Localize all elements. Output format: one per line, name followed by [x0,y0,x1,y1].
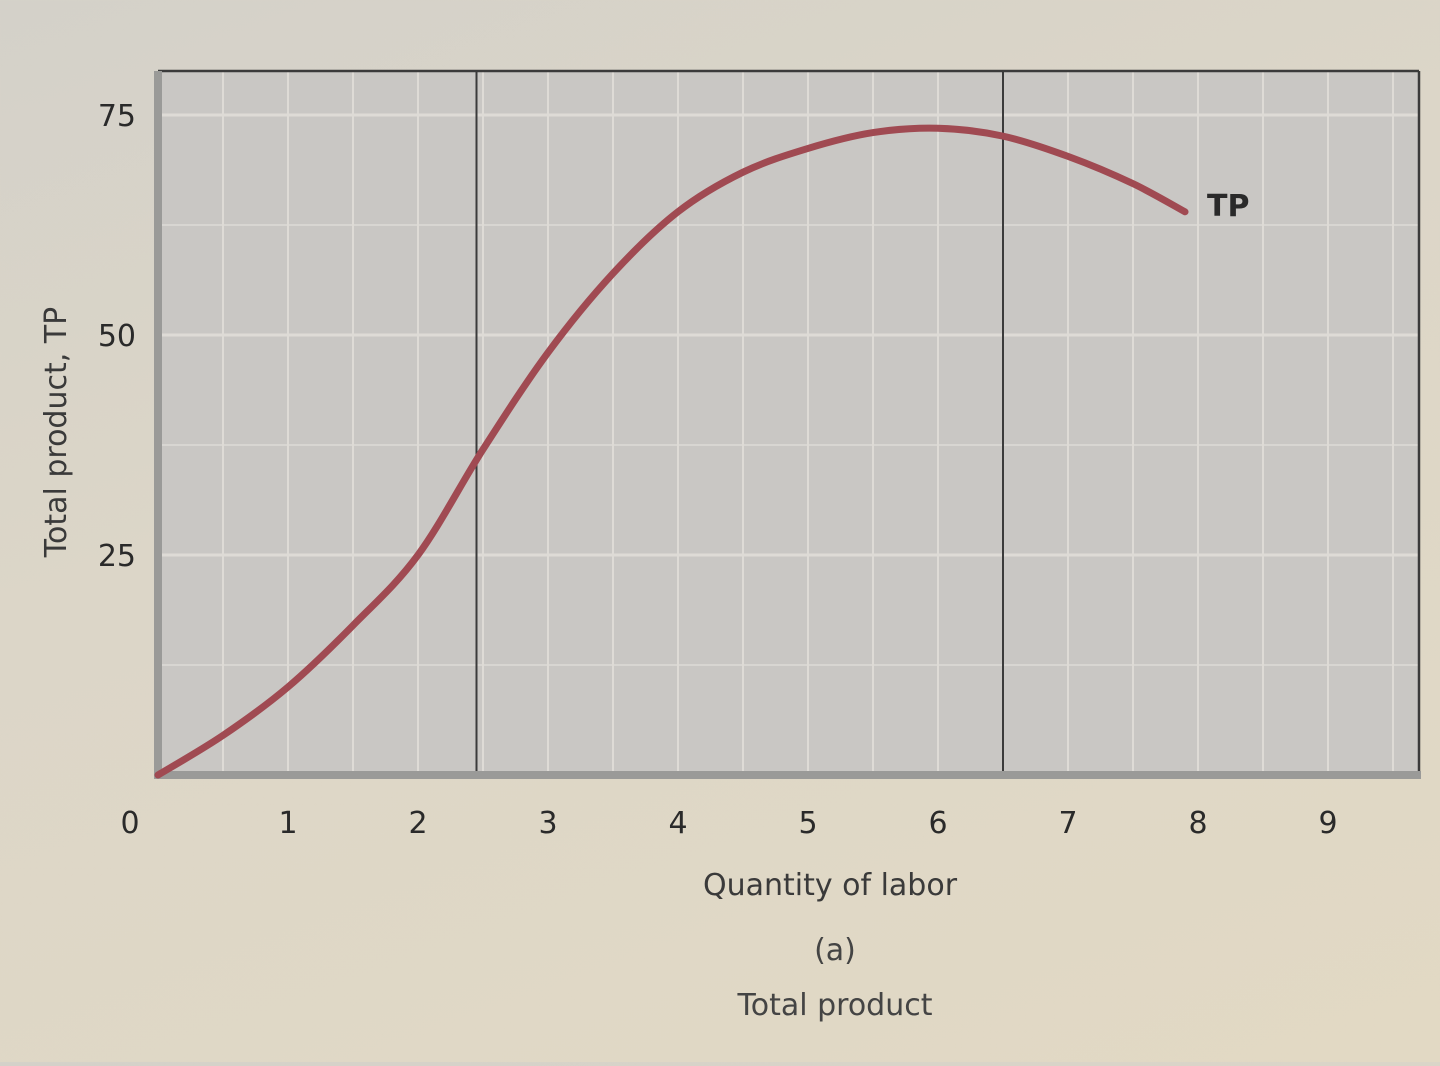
x-tick-label: 7 [1058,806,1077,841]
x-tick-label: 4 [668,806,687,841]
figure-caption: Total product [737,988,933,1023]
y-tick-label: 25 [98,539,136,574]
x-tick-label: 5 [798,806,817,841]
tp-curve [154,124,1189,779]
x-tick-label: 3 [538,806,557,841]
tp-curve-path [154,124,1189,779]
x-axis-title: Quantity of labor [703,868,958,903]
x-tick-label: 6 [928,806,947,841]
y-tick-label: 75 [98,99,136,134]
x-tick-label: 0 [120,806,139,841]
series-label-tp: TP [1207,189,1249,224]
vertical-divider-lines [475,71,1004,775]
x-tick-label: 8 [1188,806,1207,841]
plot-area [158,71,1419,775]
y-axis-tick-labels: 25 50 75 [98,99,136,574]
y-axis-title: Total product, TP [39,307,74,558]
plot-background [158,71,1419,775]
plot-frame [154,69,1421,779]
x-tick-label: 2 [408,806,427,841]
panel-letter: (a) [814,933,856,968]
y-tick-label: 50 [98,319,136,354]
x-axis-tick-labels: 0 1 2 3 4 5 6 7 8 9 [120,806,1337,841]
x-tick-label: 9 [1318,806,1337,841]
x-tick-label: 1 [278,806,297,841]
